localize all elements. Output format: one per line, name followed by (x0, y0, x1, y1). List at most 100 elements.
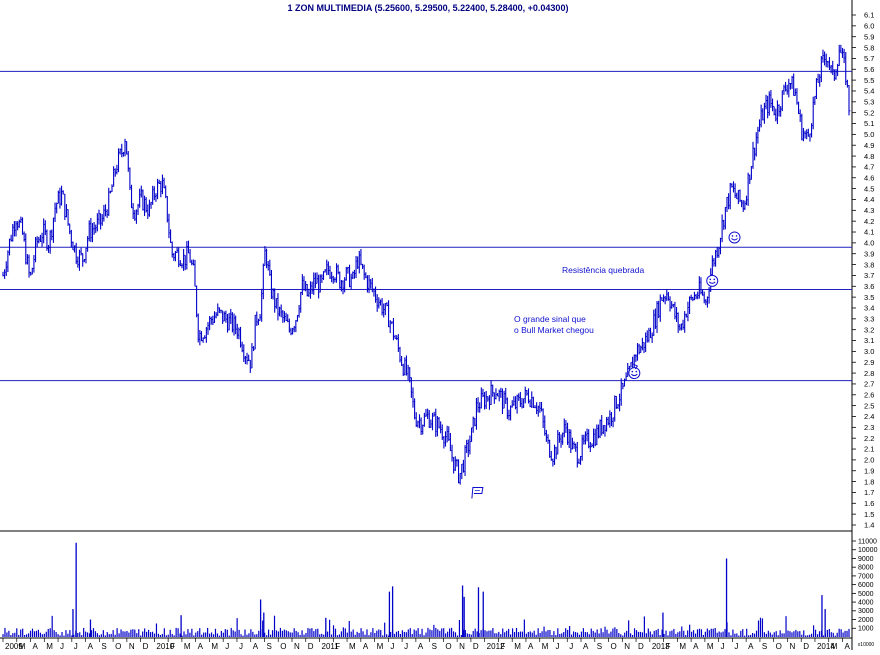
time-tick-label: A (418, 642, 424, 650)
time-tick-label: A (693, 642, 699, 650)
price-tick-label: 1.6 (864, 499, 874, 508)
price-tick-label: 2.9 (864, 358, 874, 367)
time-tick-label: J (60, 642, 64, 650)
price-tick-label: 5.6 (864, 65, 874, 74)
price-tick-label: 2.0 (864, 456, 874, 465)
smiley-mouth (630, 373, 638, 377)
price-tick-label: 3.3 (864, 315, 874, 324)
price-tick-label: 2.5 (864, 401, 874, 410)
time-tick-label: O (445, 642, 451, 650)
volume-tick-label: 7000 (858, 573, 874, 580)
time-tick-label: J (225, 642, 229, 650)
price-tick-label: 4.7 (864, 163, 874, 172)
smiley-face (706, 274, 719, 287)
time-tick-label: D (308, 642, 314, 650)
time-tick-label: J (74, 642, 78, 650)
price-tick-label: 3.9 (864, 249, 874, 258)
price-tick-label: 4.8 (864, 152, 874, 161)
time-tick-label: M (377, 642, 384, 650)
smiley-mouth (731, 238, 738, 241)
time-tick-label: N (624, 642, 630, 650)
chart-title: 1 ZON MULTIMEDIA (5.25600, 5.29500, 5.22… (288, 3, 569, 13)
volume-tick-label: 5000 (858, 591, 874, 598)
volume-tick-label: 2000 (858, 617, 874, 624)
annotation-signal-line1: O grande sinal que (514, 314, 586, 324)
time-tick-label: D (638, 642, 644, 650)
price-tick-label: 5.8 (864, 43, 874, 52)
smiley-eye (713, 278, 716, 281)
time-tick-label: A (528, 642, 534, 650)
time-tick-label: F (666, 642, 671, 650)
time-tick-label: A (844, 642, 850, 650)
price-tick-label: 4.9 (864, 141, 874, 150)
time-tick-label: S (266, 642, 271, 650)
price-tick-label: 6.0 (864, 22, 874, 31)
time-tick-label: J (721, 642, 725, 650)
price-tick-label: 5.1 (864, 119, 874, 128)
volume-unit-label: x10000 (858, 642, 875, 648)
time-tick-label: D (803, 642, 809, 650)
smiley-eye (731, 235, 734, 237)
time-tick-label: A (253, 642, 259, 650)
time-tick-label: J (390, 642, 394, 650)
time-tick-label: S (762, 642, 767, 650)
time-tick-label: J (239, 642, 243, 650)
smiley-face (628, 367, 641, 380)
time-tick-label: A (363, 642, 369, 650)
price-tick-label: 3.1 (864, 336, 874, 345)
flag-icon (471, 486, 484, 499)
volume-tick-label: 10000 (858, 547, 878, 554)
time-tick-label: J (555, 642, 559, 650)
time-tick-label: N (294, 642, 300, 650)
time-tick-label: A (748, 642, 754, 650)
time-tick-label: N (789, 642, 795, 650)
price-tick-label: 3.0 (864, 347, 874, 356)
smiley-icon (628, 363, 641, 380)
time-tick-label: O (776, 642, 782, 650)
price-tick-label: 3.4 (864, 304, 874, 313)
smiley-eye (735, 235, 738, 237)
price-tick-label: 3.2 (864, 325, 874, 334)
time-tick-label: O (280, 642, 286, 650)
smiley-icon (728, 231, 741, 244)
time-tick-label: 2013 (652, 642, 670, 650)
price-tick-label: 1.5 (864, 510, 874, 519)
annotation-resistance: Resistência quebrada (562, 265, 644, 275)
price-tick-label: 4.6 (864, 173, 874, 182)
time-tick-label: A (33, 642, 39, 650)
price-tick-label: 4.1 (864, 228, 874, 237)
price-tick-label: 2.6 (864, 390, 874, 399)
price-tick-label: 5.4 (864, 87, 874, 96)
price-tick-label: 4.0 (864, 239, 874, 248)
price-series-group (2, 44, 851, 485)
time-tick-label: M (514, 642, 521, 650)
price-tick-label: 2.7 (864, 380, 874, 389)
price-tick-label: 5.9 (864, 32, 874, 41)
time-tick-label: M (211, 642, 218, 650)
smiley-eye (635, 370, 638, 373)
time-tick-label: F (170, 642, 175, 650)
price-tick-label: 5.0 (864, 130, 874, 139)
time-tick-label: N (459, 642, 465, 650)
time-tick-label: M (542, 642, 549, 650)
volume-series-group (2, 542, 850, 637)
time-tick-label: 2009 (5, 642, 23, 650)
price-tick-label: 4.4 (864, 195, 874, 204)
price-tick-label: 1.9 (864, 466, 874, 475)
volume-tick-label: 4000 (858, 599, 874, 606)
price-tick-label: 5.7 (864, 54, 874, 63)
price-tick-label: 2.4 (864, 412, 874, 421)
time-tick-label: O (611, 642, 617, 650)
price-tick-label: 6.1 (864, 11, 874, 20)
price-tick-label: 2.3 (864, 423, 874, 432)
time-tick-label: S (101, 642, 106, 650)
smiley-mouth (708, 281, 716, 284)
volume-tick-label: 3000 (858, 608, 874, 615)
time-tick-label: J (404, 642, 408, 650)
time-tick-label: M (679, 642, 686, 650)
time-tick-label: S (432, 642, 437, 650)
time-tick-label: 2010 (156, 642, 174, 650)
